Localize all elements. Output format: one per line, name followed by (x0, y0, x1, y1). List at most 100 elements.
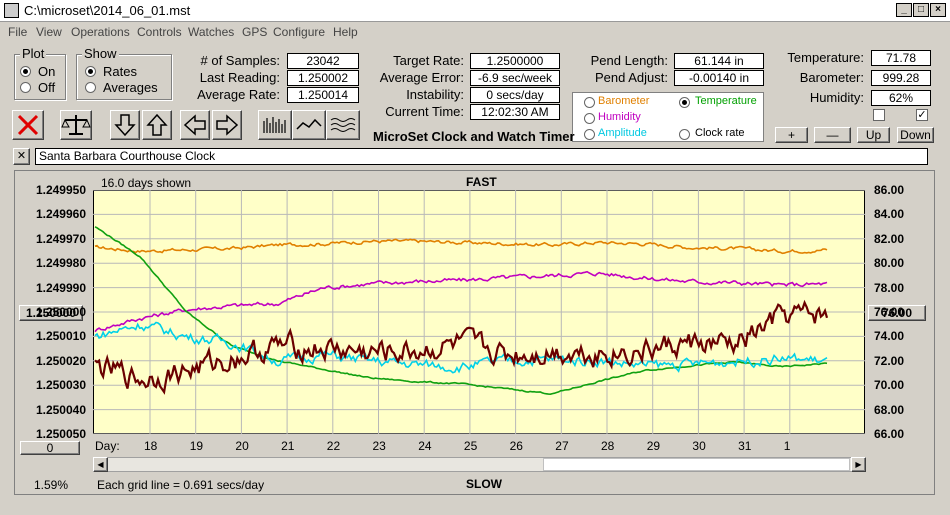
y-right-tick-label: 84.00 (874, 207, 905, 222)
bar-graph-icon (263, 117, 286, 133)
minimize-button[interactable]: _ (896, 3, 912, 17)
pend-length-label: Pend Length: (590, 53, 668, 68)
arrow-left-icon (183, 114, 206, 136)
show-group (76, 54, 172, 100)
chart-area[interactable] (93, 190, 865, 434)
minus-button[interactable]: — (814, 127, 851, 143)
menu-gps[interactable]: GPS (242, 25, 268, 39)
last-reading-value: 1.250002 (287, 70, 359, 86)
y-right-tick-label: 80.00 (874, 256, 905, 271)
amplitude-option-label: Amplitude (598, 127, 647, 139)
barometer-value: 999.28 (871, 70, 931, 86)
scroll-left-button[interactable]: ◀ (93, 457, 108, 472)
pend-adjust-label: Pend Adjust: (595, 70, 668, 85)
humidity-radio[interactable] (584, 113, 595, 124)
menu-controls[interactable]: Controls (137, 25, 182, 39)
barometer-radio[interactable] (584, 97, 595, 108)
y-left-tick-label: 1.249990 (35, 280, 86, 295)
bar-graph-button[interactable] (258, 110, 292, 140)
y-right-tick-label: 68.00 (874, 402, 905, 417)
series-line-barometer (94, 238, 828, 255)
show-averages-radio[interactable] (85, 82, 96, 93)
x-tick-label: 21 (281, 439, 295, 453)
menu-operations[interactable]: Operations (71, 25, 130, 39)
clock-rate-radio[interactable] (679, 129, 690, 140)
menu-file[interactable]: File (8, 25, 28, 39)
center-rate-button[interactable]: 1.250000 (19, 305, 83, 321)
menu-view[interactable]: View (36, 25, 62, 39)
clock-name-field[interactable]: Santa Barbara Courthouse Clock (35, 148, 928, 165)
days-shown-label: 16.0 days shown (101, 176, 192, 190)
menu-bar: File View Operations Controls Watches GP… (0, 22, 950, 42)
current-time-label: Current Time: (385, 104, 464, 119)
arrow-down-button[interactable] (110, 110, 140, 140)
target-rate-value[interactable]: 1.2500000 (470, 53, 560, 69)
y-left-tick-label: 1.250050 (35, 427, 86, 441)
balance-button[interactable] (60, 110, 92, 140)
y-left-tick-label: 1.250040 (35, 402, 86, 417)
instability-value: 0 secs/day (470, 87, 560, 103)
stop-x-icon (17, 114, 39, 136)
temperature-value: 71.78 (871, 50, 931, 66)
close-window-button[interactable]: × (930, 3, 946, 17)
wave-graph-button[interactable] (326, 110, 360, 140)
app-icon[interactable] (4, 3, 19, 18)
menu-configure[interactable]: Configure (273, 25, 326, 39)
x-tick-label: 22 (326, 439, 341, 453)
humidity-value: 62% (871, 90, 931, 106)
y-left-tick-label: 1.249960 (35, 207, 86, 222)
maximize-button[interactable]: □ (913, 3, 929, 17)
humidity-option-label: Humidity (598, 111, 641, 123)
current-time-value: 12:02:30 AM (470, 104, 560, 120)
temperature-radio[interactable] (679, 97, 690, 108)
down-button[interactable]: Down (897, 127, 934, 143)
y-left-tick-label: 1.249950 (35, 183, 86, 197)
menu-watches[interactable]: Watches (188, 25, 235, 39)
plot-on-label: On (38, 64, 56, 79)
y-right-tick-label: 86.00 (874, 183, 905, 197)
show-rates-radio[interactable] (85, 66, 96, 77)
y-right-tick-label: 78.00 (874, 280, 905, 295)
samples-label: # of Samples: (200, 53, 281, 68)
up-button[interactable]: Up (857, 127, 890, 143)
close-clock-button[interactable]: ✕ (13, 148, 30, 165)
average-rate-label: Average Rate: (197, 87, 280, 102)
pend-adjust-value: -0.00140 in (674, 70, 764, 86)
scroll-thumb[interactable] (543, 458, 850, 471)
arrow-up-button[interactable] (142, 110, 172, 140)
arrow-right-button[interactable] (212, 110, 242, 140)
plot-group-title: Plot (20, 46, 47, 61)
right-center-button[interactable]: 76.00 (868, 305, 926, 321)
amplitude-radio[interactable] (584, 129, 595, 140)
barometer-option-label: Barometer (598, 95, 650, 107)
target-rate-label: Target Rate: (393, 53, 464, 68)
grid-note-label: Each grid line = 0.691 secs/day (97, 478, 265, 492)
stop-button[interactable] (12, 110, 44, 140)
scroll-right-button[interactable]: ▶ (851, 457, 866, 472)
line-graph-button[interactable] (292, 110, 326, 140)
arrow-left-button[interactable] (180, 110, 210, 140)
series-line-humidity (94, 270, 828, 333)
x-tick-label: 18 (144, 439, 158, 453)
checkbox-1[interactable] (873, 109, 885, 121)
plot-off-radio[interactable] (20, 82, 31, 93)
line-graph-icon (296, 118, 322, 130)
x-tick-label: 29 (646, 439, 661, 453)
show-averages-label: Averages (103, 80, 158, 95)
average-error-value: -6.9 sec/week (470, 70, 560, 86)
arrow-right-icon (216, 114, 239, 136)
y-right-tick-label: 70.00 (874, 378, 905, 393)
plot-on-radio[interactable] (20, 66, 31, 77)
arrow-down-icon (114, 114, 136, 137)
slow-label: SLOW (466, 477, 502, 491)
menu-help[interactable]: Help (333, 25, 358, 39)
x-tick-label: 30 (692, 439, 706, 453)
plus-button[interactable]: + (775, 127, 808, 143)
last-reading-label: Last Reading: (199, 70, 280, 85)
balance-scale-icon (61, 115, 91, 135)
checkbox-2[interactable]: ✓ (916, 109, 928, 121)
y-right-tick-label: 74.00 (874, 329, 905, 344)
y-left-tick-label: 1.249980 (35, 256, 86, 271)
zero-button[interactable]: 0 (20, 441, 80, 455)
y-left-tick-label: 1.250000 (35, 305, 86, 319)
